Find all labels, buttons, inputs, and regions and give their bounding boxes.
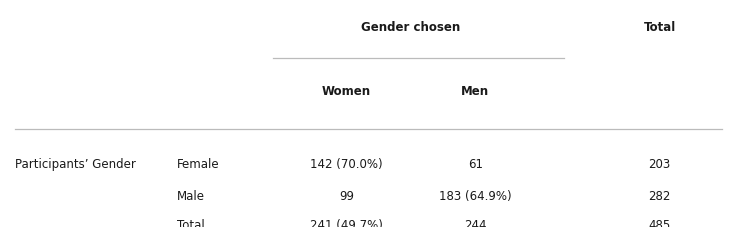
- Text: Women: Women: [322, 84, 371, 97]
- Text: 61: 61: [468, 157, 483, 170]
- Text: Total: Total: [643, 21, 676, 34]
- Text: 282: 282: [649, 189, 671, 202]
- Text: Male: Male: [177, 189, 205, 202]
- Text: 183 (64.9%): 183 (64.9%): [439, 189, 511, 202]
- Text: Female: Female: [177, 157, 220, 170]
- Text: 99: 99: [339, 189, 354, 202]
- Text: Men: Men: [461, 84, 489, 97]
- Text: 241 (49.7%): 241 (49.7%): [310, 218, 383, 227]
- Text: Participants’ Gender: Participants’ Gender: [15, 157, 136, 170]
- Text: Total: Total: [177, 218, 205, 227]
- Text: 244: 244: [464, 218, 486, 227]
- Text: 142 (70.0%): 142 (70.0%): [310, 157, 383, 170]
- Text: 485: 485: [649, 218, 671, 227]
- Text: 203: 203: [649, 157, 671, 170]
- Text: Gender chosen: Gender chosen: [361, 21, 461, 34]
